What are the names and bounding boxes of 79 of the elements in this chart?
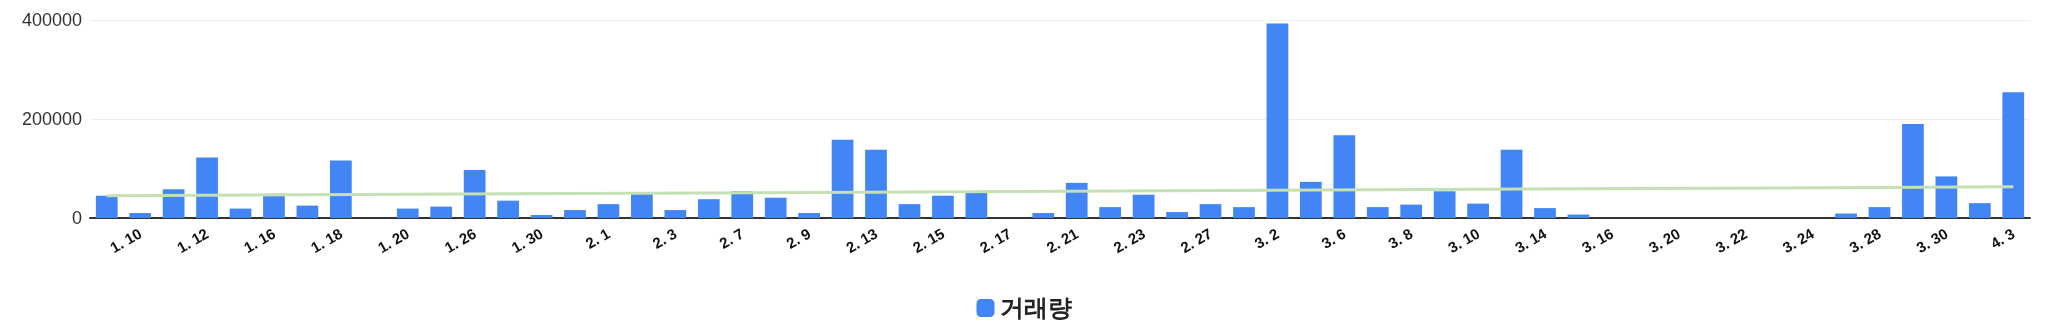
x-tick-label: 3. 24	[1779, 224, 1818, 257]
bar	[396, 208, 419, 218]
bar	[263, 193, 285, 218]
bar	[1366, 207, 1389, 218]
x-tick-label: 3. 2	[1251, 224, 1282, 252]
x-tick-label: 2. 9	[783, 224, 814, 252]
x-tick-label: 3. 22	[1712, 224, 1750, 257]
bar	[1065, 182, 1088, 218]
bar	[697, 199, 720, 218]
bar	[597, 204, 620, 218]
bar	[1868, 207, 1891, 218]
bar	[95, 195, 118, 218]
x-tick-label: 1. 16	[240, 224, 279, 257]
bar	[1935, 176, 1958, 218]
bar	[2002, 92, 2025, 218]
x-tick-label: 2. 7	[716, 224, 747, 252]
bar	[129, 213, 152, 218]
bar	[965, 191, 988, 218]
x-tick-label: 3. 30	[1913, 224, 1951, 257]
x-tick-label: 3. 16	[1578, 224, 1617, 257]
bar	[1199, 204, 1222, 218]
bar	[1400, 204, 1423, 218]
x-tick-label: 1. 26	[441, 224, 479, 257]
bar	[764, 197, 787, 218]
x-tick-label: 2. 3	[649, 224, 680, 252]
x-tick-label: 2. 23	[1110, 224, 1148, 257]
bar	[1132, 194, 1155, 218]
x-tick-label: 1. 10	[107, 224, 145, 257]
x-tick-label: 1. 18	[307, 224, 346, 257]
bar	[664, 210, 687, 218]
x-tick-label: 2. 15	[909, 224, 948, 257]
x-tick-label: 3. 8	[1385, 224, 1416, 252]
legend-label: 거래량	[999, 294, 1072, 322]
bar	[1333, 135, 1356, 218]
bar	[865, 149, 887, 218]
bar	[1099, 207, 1122, 218]
x-tick-label: 2. 21	[1043, 224, 1081, 257]
bar	[463, 169, 486, 218]
bar	[1299, 181, 1322, 218]
x-tick-label: 1. 12	[173, 224, 212, 257]
bar	[1233, 207, 1255, 218]
bar	[1902, 123, 1924, 218]
bar	[1467, 203, 1489, 218]
bar	[831, 139, 854, 218]
bar	[1968, 203, 1991, 218]
x-tick-label: 2. 13	[842, 224, 881, 257]
bar	[1835, 213, 1857, 218]
bar	[530, 215, 553, 218]
bar	[1534, 208, 1556, 218]
bar	[898, 204, 921, 218]
x-tick-label: 4. 3	[1987, 224, 2018, 252]
x-tick-label: 3. 6	[1318, 224, 1349, 252]
bar	[798, 213, 821, 218]
bar	[229, 208, 252, 218]
bar	[1266, 23, 1289, 218]
x-tick-label: 1. 20	[374, 224, 413, 257]
y-tick-label: 0	[71, 208, 82, 228]
bar	[430, 206, 453, 218]
x-tick-label: 3. 14	[1511, 224, 1550, 257]
x-tick-label: 3. 20	[1645, 224, 1684, 257]
y-tick-label: 200000	[21, 109, 82, 129]
x-tick-label: 2. 27	[1177, 224, 1215, 257]
y-tick-label: 400000	[21, 10, 82, 30]
x-tick-label: 3. 10	[1444, 224, 1483, 257]
bar	[564, 210, 586, 218]
bar	[196, 157, 218, 218]
bar	[1166, 212, 1188, 218]
x-tick-label: 3. 28	[1846, 224, 1884, 257]
bar	[1032, 213, 1055, 218]
bar	[296, 205, 319, 218]
bar	[932, 195, 954, 218]
x-tick-label: 1. 30	[508, 224, 546, 257]
bar	[329, 160, 352, 218]
bar	[497, 200, 519, 218]
bar	[1433, 191, 1456, 218]
bar	[1500, 149, 1523, 218]
x-tick-label: 2. 1	[582, 224, 613, 252]
x-tick-label: 2. 17	[976, 224, 1015, 257]
bar	[631, 193, 653, 218]
